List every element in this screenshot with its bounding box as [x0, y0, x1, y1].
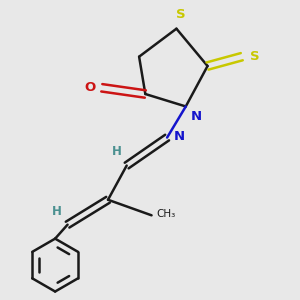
- Text: S: S: [176, 8, 186, 21]
- Text: H: H: [112, 145, 122, 158]
- Text: S: S: [250, 50, 259, 63]
- Text: O: O: [84, 81, 96, 94]
- Text: CH₃: CH₃: [156, 209, 176, 219]
- Text: N: N: [190, 110, 202, 123]
- Text: H: H: [52, 206, 61, 218]
- Text: N: N: [173, 130, 184, 142]
